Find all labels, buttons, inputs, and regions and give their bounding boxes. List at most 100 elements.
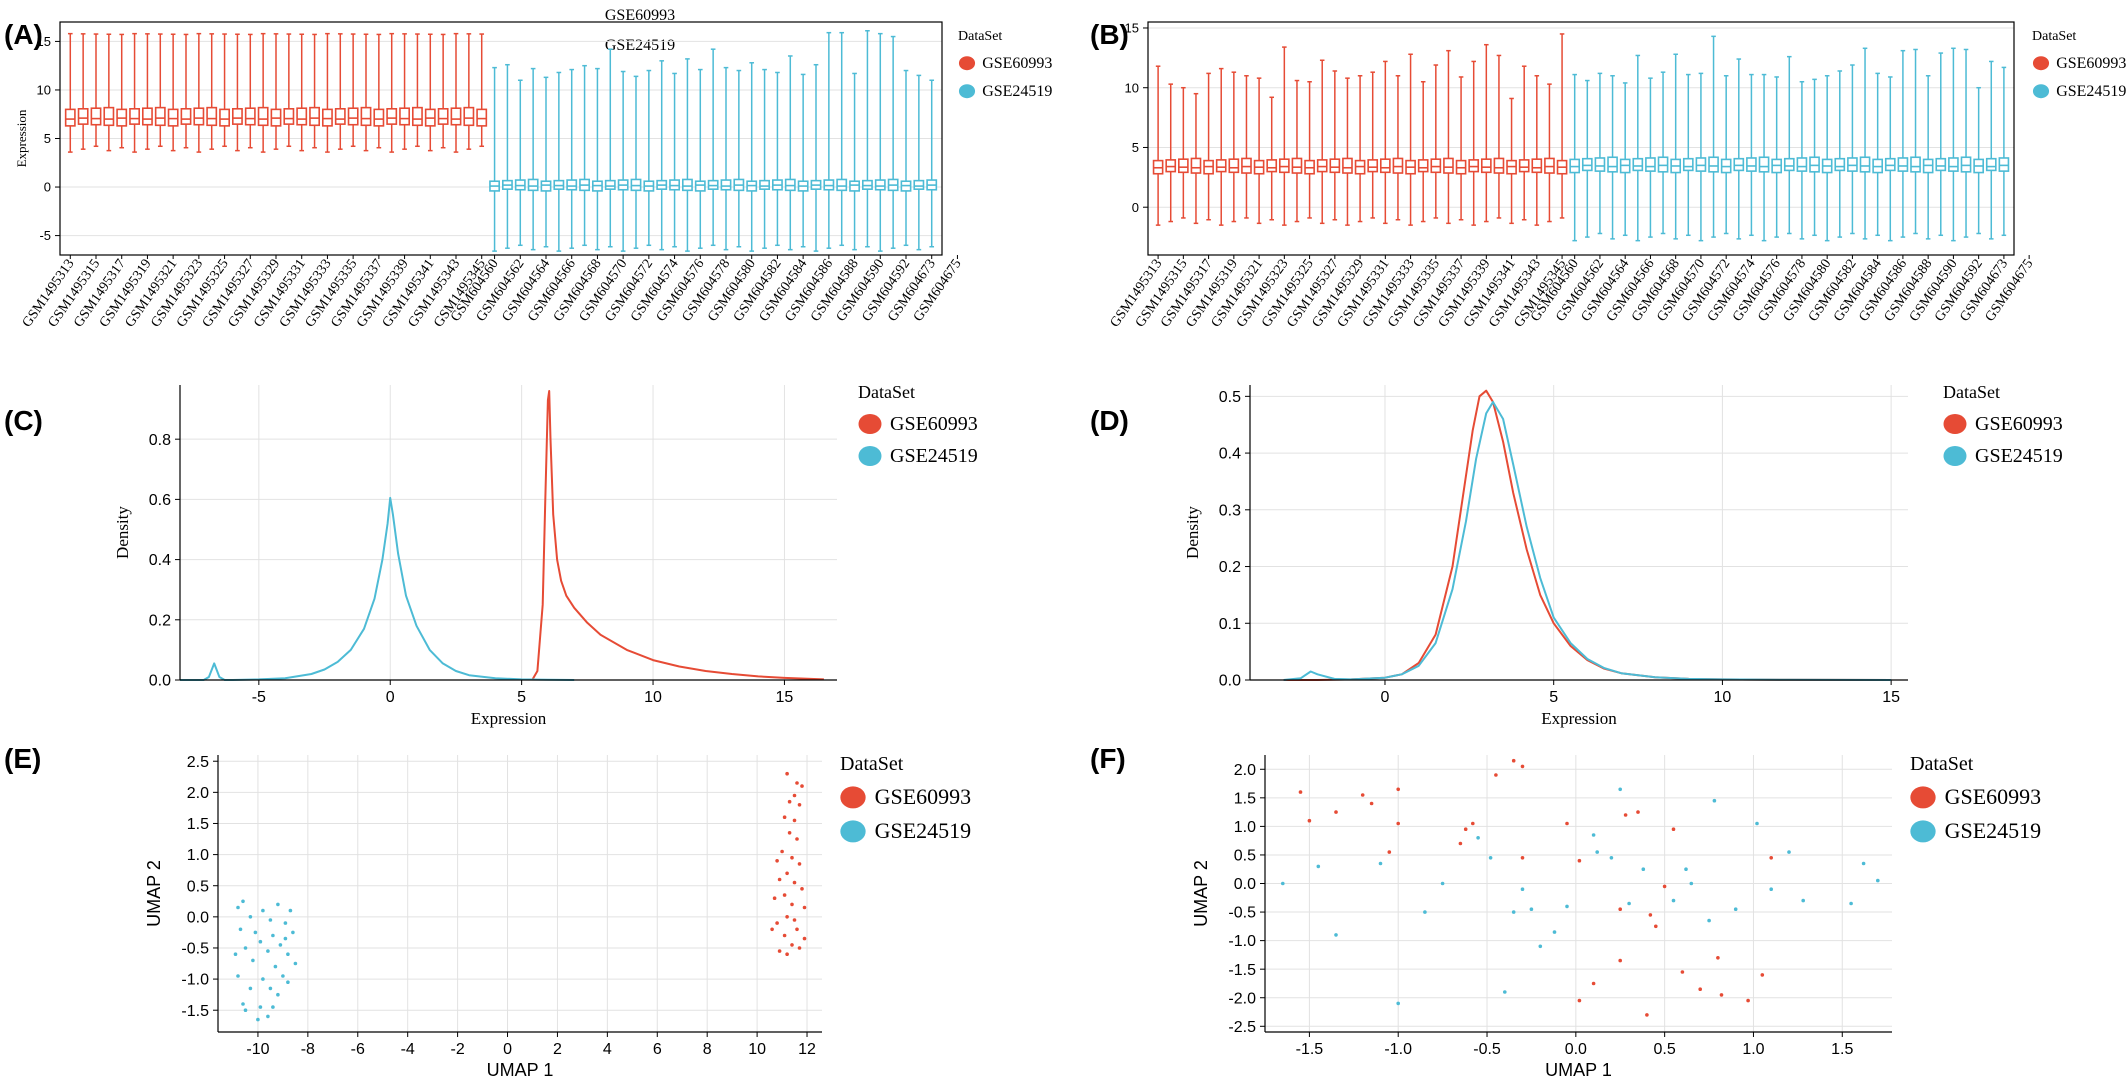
scatter-point-gse24519: [236, 974, 240, 978]
box-body: [321, 108, 333, 127]
y-tick-label: -1.0: [1228, 933, 1256, 950]
scatter-point-gse60993: [1369, 801, 1374, 806]
scatter-point-gse24519: [1538, 944, 1543, 949]
scatter-point-gse60993: [1648, 913, 1653, 917]
box-body: [1935, 157, 1947, 172]
scatter-point-gse60993: [1396, 821, 1400, 826]
legend-label: GSE24519: [2056, 83, 2126, 100]
box-body: [476, 108, 488, 127]
box-body: [129, 107, 140, 125]
y-tick-label: 0.8: [149, 432, 171, 449]
scatter-point-gse60993: [1334, 810, 1338, 814]
box-body: [463, 106, 475, 127]
legend-label: GSE24519: [982, 83, 1052, 100]
box-body: [1594, 157, 1606, 172]
plot-frame: [59, 21, 943, 256]
box-body: [1910, 156, 1921, 173]
legend-label: GSE24519: [890, 445, 978, 467]
scatter-point-gse24519: [256, 1017, 260, 1022]
density-line-gse60993: [531, 390, 824, 681]
x-tick-label: 0: [1381, 689, 1390, 706]
box-body: [296, 107, 308, 126]
legend-label: GSE60993: [890, 413, 978, 435]
box-body: [1632, 157, 1644, 172]
y-tick-label: 0.0: [149, 673, 171, 690]
box-body: [1417, 159, 1429, 173]
scatter-point-gse60993: [1463, 827, 1468, 831]
box-body: [180, 107, 192, 125]
scatter-point-gse24519: [1707, 918, 1711, 923]
x-tick-label: 10: [1714, 689, 1732, 706]
scatter-point-gse24519: [1476, 836, 1480, 840]
box-body: [1367, 159, 1379, 173]
scatter-point-gse24519: [1440, 881, 1445, 886]
scatter-point-gse24519: [1671, 898, 1676, 903]
scatter-point-gse24519: [233, 952, 238, 956]
box-body: [566, 179, 578, 191]
box-body: [1859, 156, 1871, 173]
scatter-point-gse24519: [1755, 821, 1759, 826]
scatter-point-gse60993: [802, 936, 807, 941]
legend-swatch: [1943, 414, 1967, 434]
box-body: [1884, 157, 1896, 172]
box-body: [836, 178, 848, 192]
y-tick-label: 0.5: [187, 878, 209, 895]
box-body: [193, 107, 205, 126]
x-axis-label: UMAP 1: [1545, 1060, 1612, 1080]
scatter-point-gse24519: [1861, 861, 1866, 866]
scatter-point-gse60993: [795, 781, 799, 785]
y-tick-label: 0.3: [1219, 502, 1241, 519]
scatter-point-gse24519: [1712, 798, 1717, 803]
scatter-point-gse60993: [1591, 981, 1596, 986]
scatter-point-gse60993: [1746, 998, 1750, 1003]
scatter-point-gse60993: [1716, 956, 1720, 960]
legend-label: GSE24519: [875, 818, 972, 843]
y-tick-label: 0.5: [1234, 848, 1256, 865]
scatter-point-gse24519: [238, 927, 243, 932]
x-tick-label: -1.0: [1384, 1041, 1412, 1058]
box-body: [1392, 157, 1404, 174]
scatter-point-gse24519: [1609, 856, 1614, 860]
box-body: [1443, 157, 1454, 174]
box-body: [1316, 159, 1328, 173]
scatter-point-gse60993: [792, 880, 797, 885]
scatter-point-gse60993: [1760, 973, 1765, 977]
y-tick-label: 0.2: [149, 612, 171, 629]
x-tick-label: 1.5: [1831, 1041, 1853, 1058]
scatter-point-gse60993: [1645, 1013, 1649, 1017]
y-tick-label: 0.0: [1219, 673, 1241, 690]
y-tick-label: 1.5: [1234, 790, 1256, 807]
scatter-point-gse24519: [278, 943, 283, 947]
box-body: [1607, 156, 1618, 173]
y-axis-label: UMAP 2: [1191, 860, 1211, 927]
scatter-point-gse24519: [258, 939, 263, 944]
scatter-point-gse60993: [797, 803, 802, 807]
x-axis-label: Expression: [1541, 709, 1617, 728]
x-tick-label: -6: [351, 1041, 365, 1058]
scatter-point-gse24519: [1769, 887, 1773, 891]
x-tick-label: -1.5: [1296, 1041, 1324, 1058]
scatter-point-gse60993: [775, 859, 779, 863]
scatter-point-gse60993: [1396, 787, 1400, 792]
scatter-point-gse24519: [243, 946, 248, 950]
scatter-point-gse24519: [261, 908, 265, 913]
scatter-point-gse60993: [782, 933, 787, 938]
box-body: [540, 180, 552, 192]
box-body: [386, 107, 398, 125]
legend-title: DataSet: [840, 753, 904, 775]
box-body: [244, 107, 256, 126]
legend-swatch: [2032, 56, 2050, 71]
scatter-point-gse60993: [797, 862, 802, 866]
scatter-point-gse60993: [777, 949, 782, 953]
x-tick-label: -8: [301, 1041, 315, 1058]
legend-label: GSE60993: [1975, 413, 2063, 435]
box-body: [1758, 156, 1770, 173]
scatter-point-gse60993: [1698, 987, 1702, 991]
scatter-point-gse24519: [1378, 861, 1383, 866]
box-body: [1241, 157, 1252, 174]
x-tick-label: 4: [603, 1041, 612, 1058]
box-body: [1228, 158, 1240, 174]
scatter-point-gse24519: [1396, 1001, 1400, 1006]
box-body: [1645, 157, 1656, 172]
box-body: [1531, 158, 1543, 174]
